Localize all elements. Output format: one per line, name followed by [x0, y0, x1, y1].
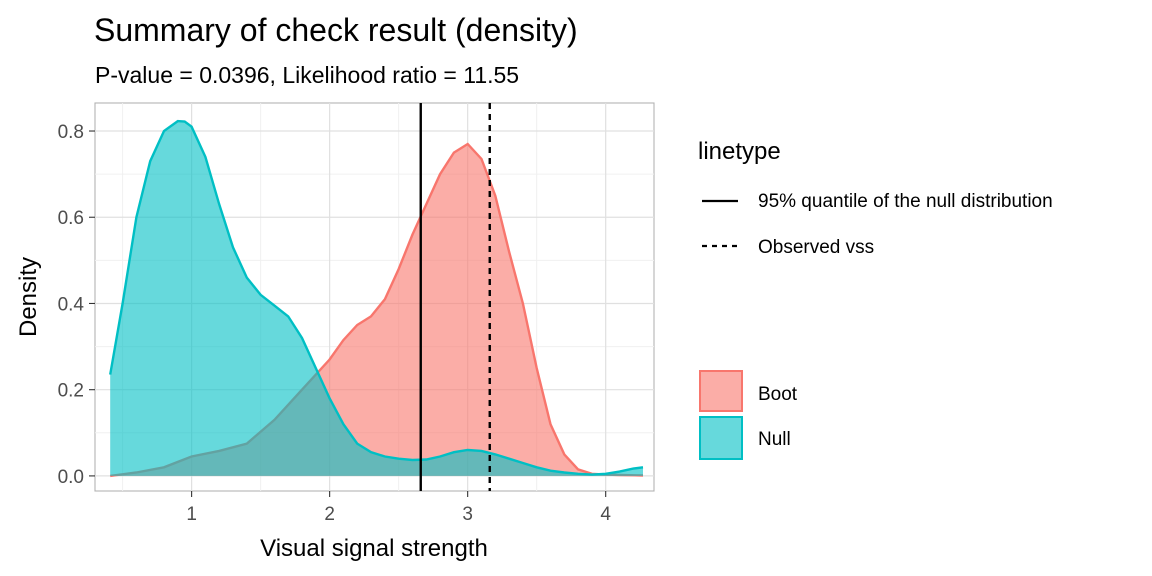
y-tick-label: 0.4 — [58, 294, 85, 315]
x-tick-label: 1 — [186, 504, 197, 525]
y-tick-label: 0.6 — [58, 208, 84, 229]
chart-title: Summary of check result (density) — [94, 12, 578, 48]
legend-null-key — [699, 416, 743, 460]
axis-ticks: 1 2 3 4 0.0 0.2 0.4 0.6 0.8 — [58, 122, 612, 525]
legend-boot-key — [699, 370, 743, 412]
legend-boot-label: Boot — [758, 384, 798, 405]
legend-null-label: Null — [758, 429, 791, 450]
x-tick-label: 3 — [462, 504, 473, 525]
y-tick-label: 0.8 — [58, 122, 84, 143]
x-tick-label: 4 — [600, 504, 611, 525]
density-line-null — [109, 119, 644, 476]
density-areas — [109, 119, 644, 478]
density-area-null — [110, 121, 643, 476]
x-axis-label: Visual signal strength — [260, 535, 488, 562]
y-tick-label: 0.2 — [58, 381, 84, 402]
legend-linetype-title: linetype — [698, 138, 781, 165]
y-tick-label: 0.0 — [58, 467, 84, 488]
reference-lines — [419, 103, 491, 491]
x-tick-label: 2 — [324, 504, 335, 525]
legend-solid-line-label: 95% quantile of the null distribution — [758, 191, 1053, 212]
y-axis-label: Density — [15, 257, 42, 337]
legend-dashed-line-label: Observed vss — [758, 237, 874, 258]
chart-subtitle: P-value = 0.0396, Likelihood ratio = 11.… — [95, 62, 519, 88]
